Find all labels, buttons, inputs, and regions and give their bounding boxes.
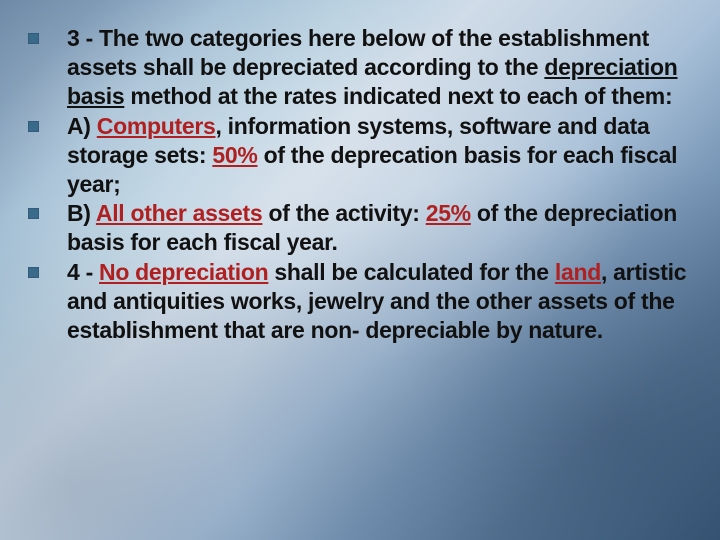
text-run: A) — [67, 113, 97, 139]
item-text: 4 - No depreciation shall be calculated … — [67, 258, 692, 346]
slide-content: 3 - The two categories here below of the… — [0, 0, 720, 540]
item-text: A) Computers, information systems, softw… — [67, 112, 692, 200]
text-run-accent: No depreciation — [99, 259, 268, 285]
square-bullet-icon — [28, 33, 39, 44]
list-item: 3 - The two categories here below of the… — [22, 24, 692, 112]
item-text: B) All other assets of the activity: 25%… — [67, 199, 692, 257]
text-run-accent: Computers — [97, 113, 216, 139]
text-run: B) — [67, 200, 96, 226]
text-run-accent: 50% — [212, 142, 257, 168]
square-bullet-icon — [28, 267, 39, 278]
text-run: method at the rates indicated next to ea… — [124, 83, 672, 109]
square-bullet-icon — [28, 208, 39, 219]
text-run: 4 - — [67, 259, 99, 285]
list-item: 4 - No depreciation shall be calculated … — [22, 258, 692, 346]
square-bullet-icon — [28, 121, 39, 132]
list-item: A) Computers, information systems, softw… — [22, 112, 692, 200]
text-run-accent: All other assets — [96, 200, 263, 226]
text-run-accent: land — [555, 259, 601, 285]
list-item: B) All other assets of the activity: 25%… — [22, 199, 692, 257]
text-run-accent: 25% — [426, 200, 471, 226]
item-text: 3 - The two categories here below of the… — [67, 24, 692, 112]
text-run: of the activity: — [262, 200, 425, 226]
text-run: shall be calculated for the — [268, 259, 555, 285]
